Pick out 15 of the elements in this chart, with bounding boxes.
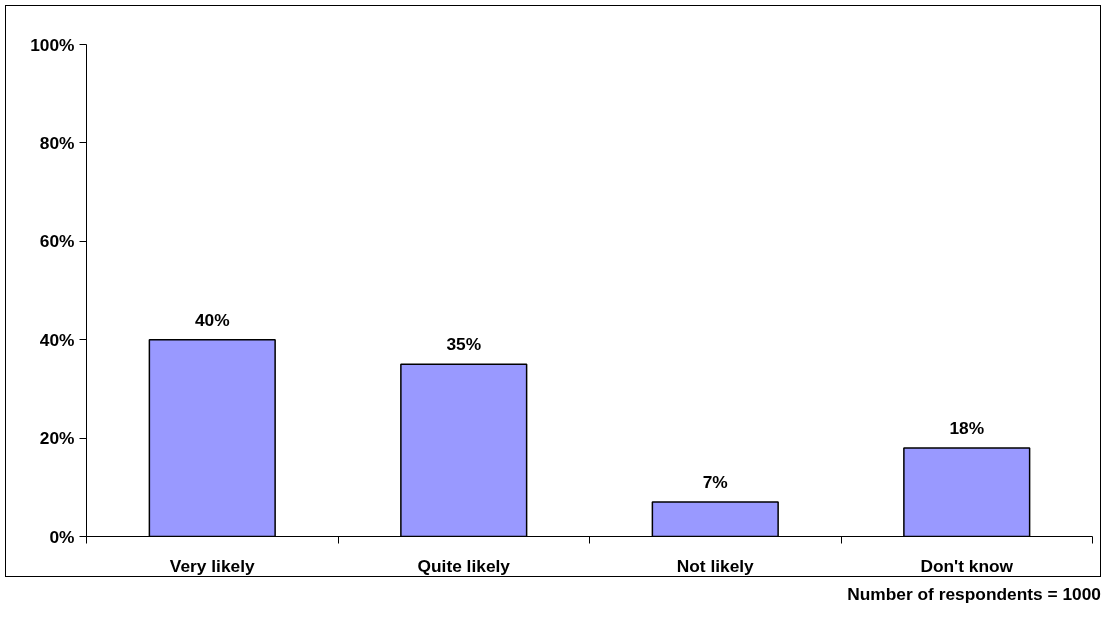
text: Number of respondents = 1000 (847, 583, 1101, 606)
x-tick-label: Quite likely (417, 555, 511, 576)
y-tick-label: 20% (39, 428, 75, 449)
data-label: 7% (702, 472, 728, 493)
data-label: 40% (194, 309, 230, 330)
x-tick-label: Not likely (676, 555, 755, 576)
data-label: 35% (446, 334, 482, 355)
y-tick-label: 40% (39, 329, 75, 350)
y-tick-label: 0% (49, 526, 75, 547)
y-tick-label: 100% (30, 34, 75, 55)
x-tick-label: Don't know (920, 555, 1014, 576)
data-label: 18% (949, 417, 985, 438)
x-tick-label: Very likely (169, 555, 256, 576)
y-tick-label: 80% (39, 132, 75, 153)
y-tick-label: 60% (39, 231, 75, 252)
